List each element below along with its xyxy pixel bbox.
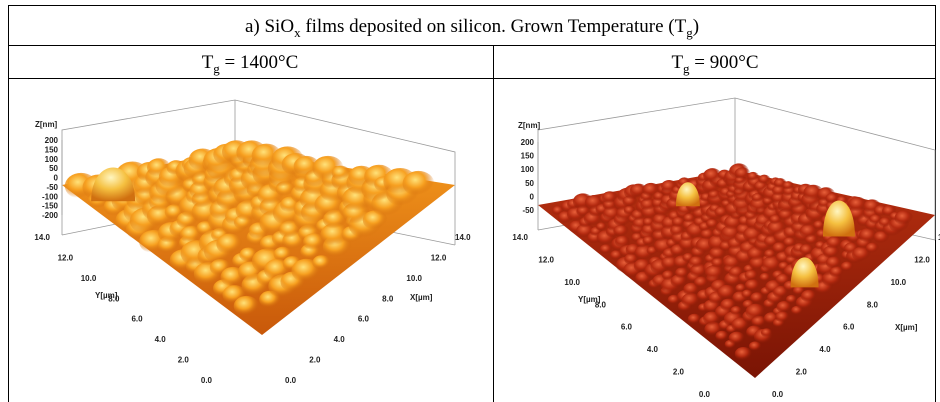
surface-bump — [758, 175, 770, 185]
z-tick-label: 150 — [521, 152, 535, 161]
y-tick-label: 6.0 — [621, 323, 633, 332]
z-tick-label: 0 — [530, 192, 535, 201]
text-run: T — [671, 52, 683, 73]
surface-bump — [715, 331, 728, 342]
y-tick-label: 12.0 — [538, 255, 554, 264]
z-tick-label: -200 — [42, 211, 59, 220]
surface-bump — [234, 296, 259, 316]
text-run: a) SiO — [245, 16, 294, 37]
surface-bump — [895, 211, 914, 226]
y-tick-label: 0.0 — [201, 376, 213, 385]
surface-bump — [746, 304, 766, 320]
x-tick-label: 12.0 — [914, 255, 930, 264]
surface-bump — [747, 172, 759, 182]
text-run: films deposited on silicon. Grown Temper… — [301, 16, 687, 37]
x-tick-label: 8.0 — [867, 300, 879, 309]
y-tick-label: 10.0 — [81, 274, 97, 283]
y-tick-label: 2.0 — [673, 368, 685, 377]
surface-bump — [216, 234, 242, 255]
z-tick-label: 150 — [45, 145, 59, 154]
y-tick-label: 4.0 — [647, 345, 659, 354]
x-tick-label: 4.0 — [819, 345, 831, 354]
text-run: ) — [693, 16, 699, 37]
z-tick-label: -150 — [42, 202, 59, 211]
plots: Z[nm]200150100500-50-100-150-20014.012.0… — [34, 98, 940, 399]
x-tick-label: 10.0 — [406, 274, 422, 283]
z-tick-label: 100 — [521, 165, 535, 174]
y-tick-label: 6.0 — [131, 315, 143, 324]
y-axis-label: Y[µm] — [95, 291, 118, 300]
y-tick-label: 0.0 — [699, 390, 711, 399]
surface-bump — [745, 279, 761, 291]
x-tick-label: 2.0 — [796, 368, 808, 377]
surface-bump — [688, 314, 701, 325]
z-axis-label: Z[nm] — [518, 121, 541, 130]
y-tick-label: 2.0 — [178, 356, 190, 365]
table-title: a) SiOx films deposited on silicon. Grow… — [245, 16, 699, 40]
x-tick-label: 6.0 — [843, 323, 855, 332]
text-run: = 1400°C — [220, 52, 299, 73]
surface-bump — [730, 306, 742, 315]
surface-bump — [761, 328, 773, 337]
z-tick-label: 100 — [45, 155, 59, 164]
column-heading: Tg = 900°C — [671, 52, 758, 76]
y-tick-label: 14.0 — [34, 233, 50, 242]
z-tick-label: 50 — [525, 179, 534, 188]
surface-bump — [801, 290, 817, 303]
x-tick-label: 8.0 — [382, 294, 394, 303]
z-tick-label: 50 — [49, 164, 58, 173]
surface-bump — [783, 181, 795, 190]
text-run: = 900°C — [690, 52, 759, 73]
surface-bump — [786, 295, 797, 304]
surface-plot: Z[nm] 200 150 100 50 0 -50 14.0 12.0 10.0 8.0 6.0 4.… — [512, 98, 940, 399]
text-run: T — [202, 52, 214, 73]
y-axis-label: Y[µm] — [578, 295, 601, 304]
x-tick-label: 10.0 — [891, 278, 907, 287]
x-tick-label: 2.0 — [309, 356, 321, 365]
surface-bump — [759, 273, 770, 282]
z-tick-label: 0 — [54, 174, 59, 183]
x-tick-label: 6.0 — [358, 315, 370, 324]
y-tick-label: 14.0 — [512, 233, 528, 242]
z-tick-label: 200 — [45, 136, 59, 145]
surface-bump — [735, 347, 752, 361]
y-tick-label: 10.0 — [564, 278, 580, 287]
surface-bump — [866, 243, 879, 254]
column-heading: Tg = 1400°C — [202, 52, 299, 76]
x-axis-label: X[µm] — [410, 293, 433, 302]
surface-bump — [744, 270, 758, 281]
surface-bump — [332, 166, 350, 181]
z-axis-label: Z[nm] — [35, 120, 58, 129]
x-tick-label: 14.0 — [455, 233, 471, 242]
x-tick-label: 4.0 — [334, 335, 346, 344]
surface-bump — [312, 255, 330, 270]
z-tick-label: -50 — [46, 183, 58, 192]
surface-bump — [729, 332, 745, 345]
z-tick-label: -100 — [42, 192, 59, 201]
y-tick-label: 4.0 — [155, 335, 167, 344]
z-tick-label: 200 — [521, 138, 535, 147]
surface-bump — [600, 244, 613, 254]
x-tick-label: 0.0 — [285, 376, 297, 385]
z-tick-label: -50 — [522, 206, 534, 215]
x-axis-label: X[µm] — [895, 323, 918, 332]
surface-bump — [403, 171, 435, 196]
figure-table: a) SiOx films deposited on silicon. Grow… — [0, 0, 940, 402]
y-tick-label: 12.0 — [58, 253, 74, 262]
x-tick-label: 12.0 — [431, 253, 447, 262]
x-tick-label: 0.0 — [772, 390, 784, 399]
